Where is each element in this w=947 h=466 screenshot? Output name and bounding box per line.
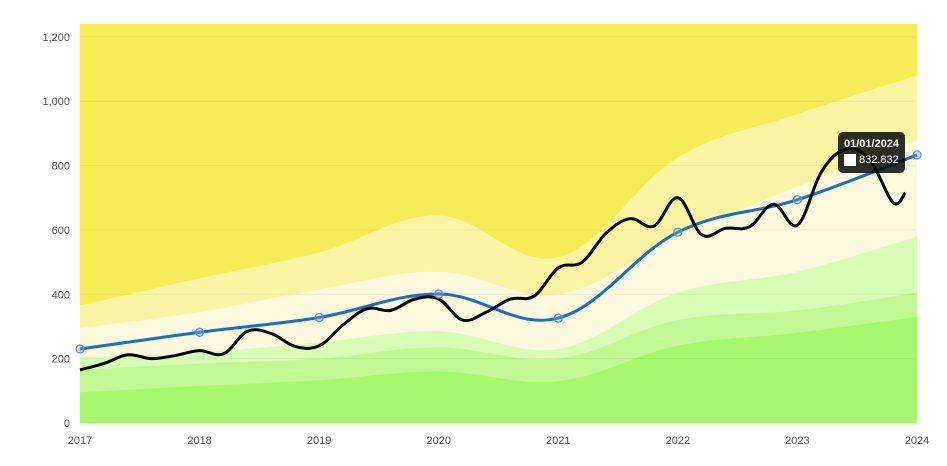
y-tick-label: 800: [52, 161, 70, 173]
model-point: [194, 327, 205, 337]
x-tick-label: 2017: [68, 435, 92, 447]
model-point: [553, 313, 563, 323]
y-tick-label: 600: [52, 225, 70, 237]
tooltip-swatch: [844, 154, 856, 166]
x-tick-label: 2019: [307, 435, 331, 447]
tooltip-row: 832.832: [844, 152, 899, 168]
y-tick-label: 1,200: [42, 32, 70, 44]
band-1: [80, 316, 917, 423]
tooltip-value: 832.832: [859, 154, 899, 166]
y-tick-label: 1,000: [42, 96, 70, 108]
model-point: [434, 289, 444, 299]
y-tick-label: 0: [64, 418, 70, 430]
y-tick-label: 400: [52, 289, 70, 301]
x-tick-label: 2022: [666, 435, 690, 447]
x-tick-label: 2018: [187, 435, 211, 447]
model-point: [314, 312, 324, 323]
model-point: [792, 195, 803, 205]
line-layer: [79, 36, 918, 424]
x-tick-label: 2020: [426, 435, 450, 447]
axis-layer: 0 200 400 600 800 1,000 1,200 2017 2018 2019 2020 2…: [42, 32, 929, 447]
y-tick-label: 200: [52, 354, 70, 366]
model-point: [912, 150, 922, 160]
point-layer: [75, 150, 922, 354]
band-layer: [80, 24, 917, 423]
model-line: [79, 153, 918, 351]
chart-tooltip: 01/01/2024 832.832: [838, 132, 906, 173]
tooltip-date: 01/01/2024: [844, 138, 900, 150]
model-point: [673, 227, 683, 237]
x-tick-label: 2023: [785, 435, 809, 447]
x-tick-label: 2024: [905, 435, 929, 447]
model-point: [75, 344, 85, 354]
price-line: [79, 147, 907, 372]
x-tick-label: 2021: [546, 435, 570, 447]
